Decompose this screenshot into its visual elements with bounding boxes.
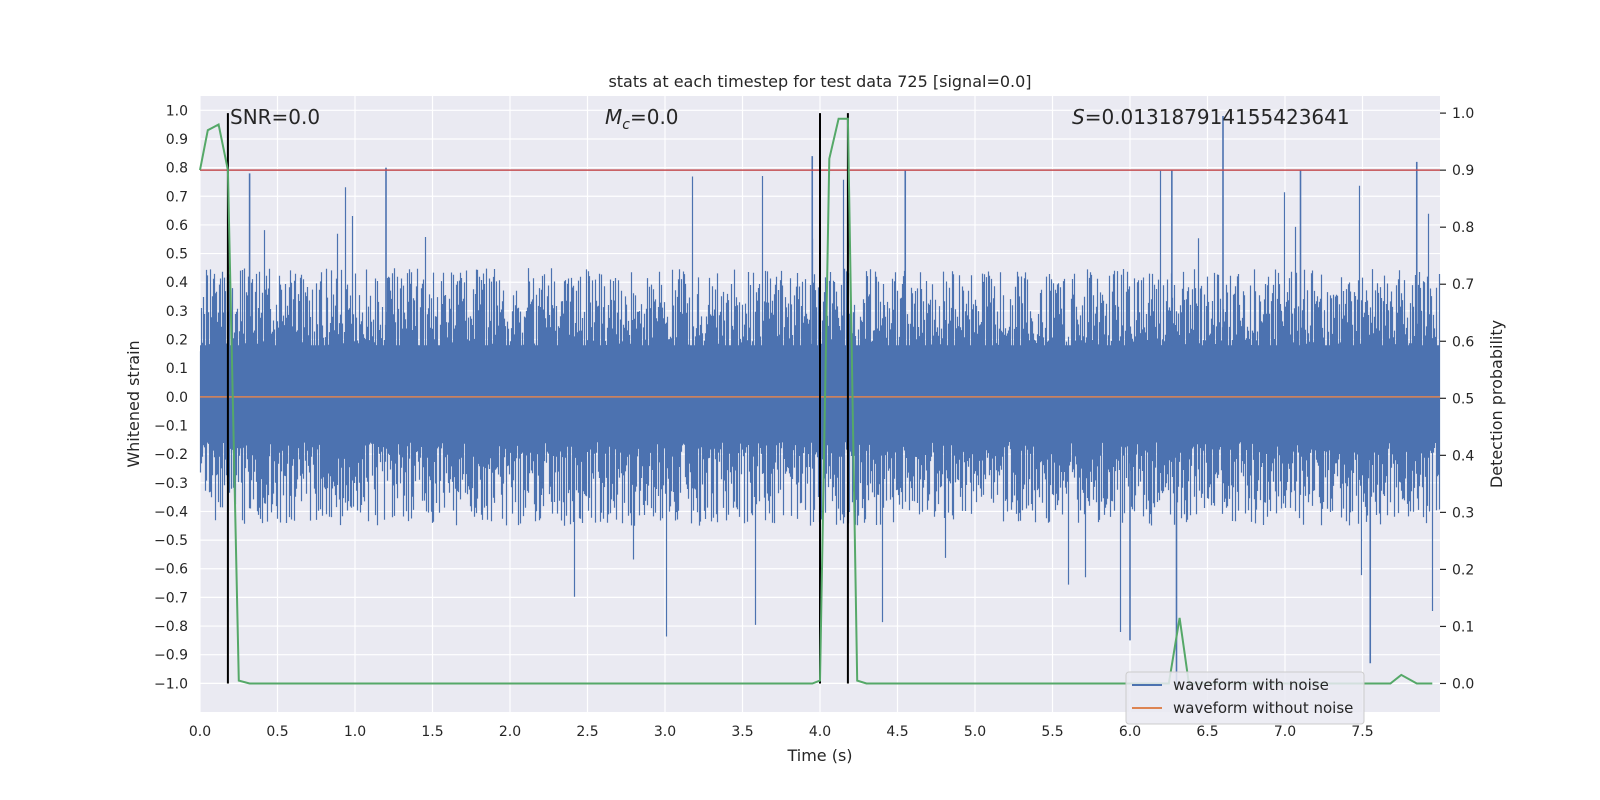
y-left-tick-label: 0.0 — [166, 390, 188, 406]
legend-label-noisy: waveform with noise — [1173, 676, 1329, 694]
x-tick-label: 5.0 — [964, 724, 986, 740]
y-right-tick-label: 0.2 — [1452, 562, 1474, 578]
y-left-tick-label: −0.4 — [154, 504, 188, 520]
y-left-axis-label: Whitened strain — [124, 340, 143, 467]
y-left-tick-label: 0.3 — [166, 304, 188, 320]
y-left-tick-label: 1.0 — [166, 103, 188, 119]
x-tick-label: 1.5 — [421, 724, 443, 740]
y-left-tick-label: 0.9 — [166, 132, 188, 148]
chirp-mass-annotation: Mc=0.0 — [605, 105, 679, 133]
score-value: =0.013187914155423641 — [1085, 105, 1350, 129]
y-right-axis-label: Detection probability — [1487, 320, 1506, 488]
legend: waveform with noise waveform without noi… — [1125, 671, 1365, 725]
y-left-tick-label: 0.8 — [166, 161, 188, 177]
y-right-tick-label: 0.0 — [1452, 676, 1474, 692]
chirp-mass-value: =0.0 — [630, 105, 679, 129]
y-left-tick-label: 0.1 — [166, 361, 188, 377]
y-right-tick-label: 0.7 — [1452, 277, 1474, 293]
x-axis-ticks: 0.0 0.5 1.0 1.5 2.0 2.5 3.0 3.5 4.0 4.5 5.0 5.5 6.0 6… — [189, 724, 1374, 740]
y-left-tick-label: −0.8 — [154, 619, 188, 635]
y-left-axis-ticks: 1.0 0.9 0.8 0.7 0.6 0.5 0.4 0.3 0.2 0.1 0.0 −0.1 −0.… — [154, 103, 188, 692]
x-axis-label: Time (s) — [786, 746, 852, 765]
y-left-tick-label: 0.5 — [166, 247, 188, 263]
legend-label-clean: waveform without noise — [1173, 699, 1353, 717]
snr-annotation: SNR=0.0 — [230, 105, 320, 129]
x-tick-label: 2.0 — [499, 724, 521, 740]
y-left-tick-label: −0.1 — [154, 418, 188, 434]
y-right-tick-label: 0.3 — [1452, 505, 1474, 521]
x-tick-label: 6.5 — [1196, 724, 1218, 740]
y-right-tick-label: 0.5 — [1452, 391, 1474, 407]
x-tick-label: 0.0 — [189, 724, 211, 740]
x-tick-label: 5.5 — [1041, 724, 1063, 740]
y-left-tick-label: −0.6 — [154, 562, 188, 578]
score-symbol: S — [1072, 105, 1085, 129]
y-right-tick-label: 0.8 — [1452, 220, 1474, 236]
y-right-tick-label: 0.9 — [1452, 163, 1474, 179]
x-tick-label: 0.5 — [266, 724, 288, 740]
y-left-tick-label: 0.6 — [166, 218, 188, 234]
x-tick-label: 4.5 — [886, 724, 908, 740]
legend-box — [1125, 671, 1365, 725]
chart-title: stats at each timestep for test data 725… — [608, 72, 1031, 91]
y-right-tick-label: 0.4 — [1452, 448, 1474, 464]
y-left-tick-label: −0.3 — [154, 476, 188, 492]
y-left-tick-label: −1.0 — [154, 676, 188, 692]
x-tick-label: 1.0 — [344, 724, 366, 740]
chirp-mass-symbol: M — [605, 105, 622, 129]
y-right-tick-label: 1.0 — [1452, 106, 1474, 122]
y-right-axis-ticks: 1.0 0.9 0.8 0.7 0.6 0.5 0.4 0.3 0.2 0.1 0.0 — [1440, 106, 1474, 692]
x-tick-label: 3.5 — [731, 724, 753, 740]
x-tick-label: 6.0 — [1119, 724, 1141, 740]
y-left-tick-label: −0.2 — [154, 447, 188, 463]
y-left-tick-label: 0.4 — [166, 275, 188, 291]
x-tick-label: 3.0 — [654, 724, 676, 740]
y-right-tick-label: 0.6 — [1452, 334, 1474, 350]
x-tick-label: 7.0 — [1274, 724, 1296, 740]
y-left-tick-label: −0.5 — [154, 533, 188, 549]
x-tick-label: 7.5 — [1351, 724, 1373, 740]
y-left-tick-label: 0.2 — [166, 333, 188, 349]
y-left-tick-label: −0.7 — [154, 590, 188, 606]
x-tick-label: 2.5 — [576, 724, 598, 740]
score-annotation: S=0.013187914155423641 — [1072, 105, 1350, 129]
chirp-mass-subscript: c — [622, 117, 630, 133]
y-right-tick-label: 0.1 — [1452, 619, 1474, 635]
y-left-tick-label: −0.9 — [154, 648, 188, 664]
y-left-tick-label: 0.7 — [166, 189, 188, 205]
x-tick-label: 4.0 — [809, 724, 831, 740]
